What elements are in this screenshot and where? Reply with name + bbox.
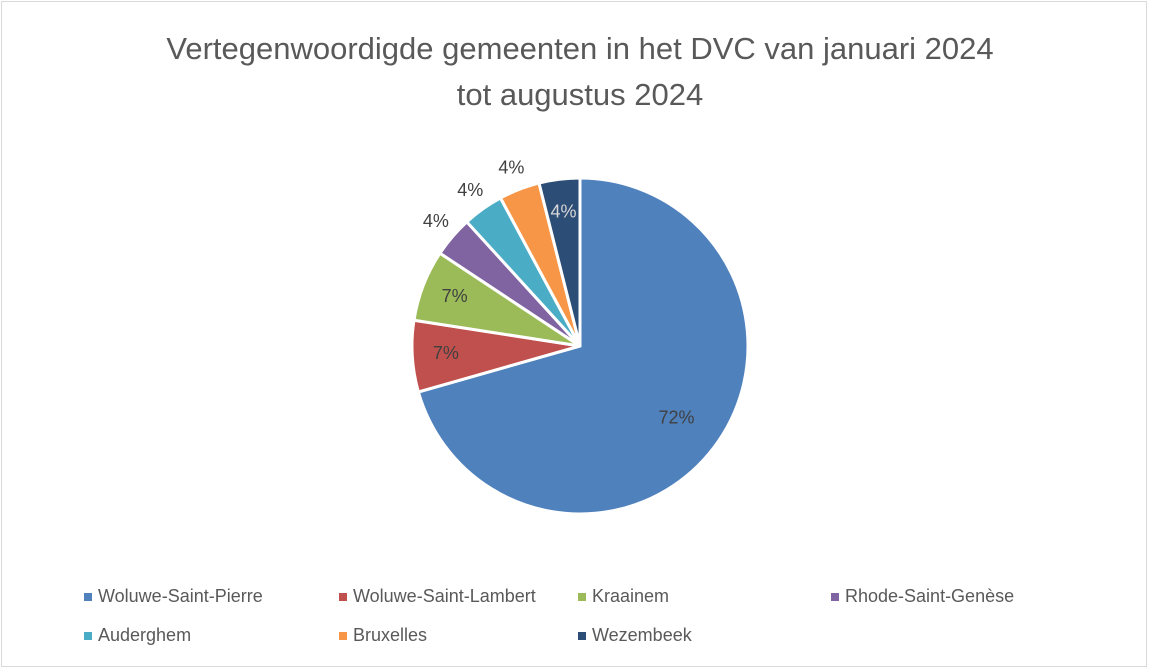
chart-title: Vertegenwoordigde gemeenten in het DVC v… [166, 31, 994, 112]
legend-label: Wezembeek [592, 625, 693, 645]
data-label: 72% [659, 408, 695, 428]
data-label: 4% [423, 211, 449, 231]
legend-label: Auderghem [98, 625, 191, 645]
legend-label: Rhode-Saint-Genèse [845, 586, 1014, 606]
legend-label: Kraainem [592, 586, 669, 606]
legend-marker [84, 593, 92, 601]
data-label: 7% [433, 343, 459, 363]
legend-marker [578, 632, 586, 640]
legend-marker [578, 593, 586, 601]
pie-slice [537, 176, 582, 347]
legend-label: Woluwe-Saint-Pierre [98, 586, 263, 606]
pie-slice [416, 176, 750, 516]
legend-label: Bruxelles [353, 625, 427, 645]
data-label: 4% [457, 180, 483, 200]
data-label: 7% [442, 286, 468, 306]
legend-marker [339, 632, 347, 640]
legend-marker [84, 632, 92, 640]
legend-marker [339, 593, 347, 601]
legend-marker [831, 593, 839, 601]
legend-label: Woluwe-Saint-Lambert [353, 586, 536, 606]
data-label: 4% [550, 201, 576, 221]
data-label: 4% [498, 158, 524, 178]
